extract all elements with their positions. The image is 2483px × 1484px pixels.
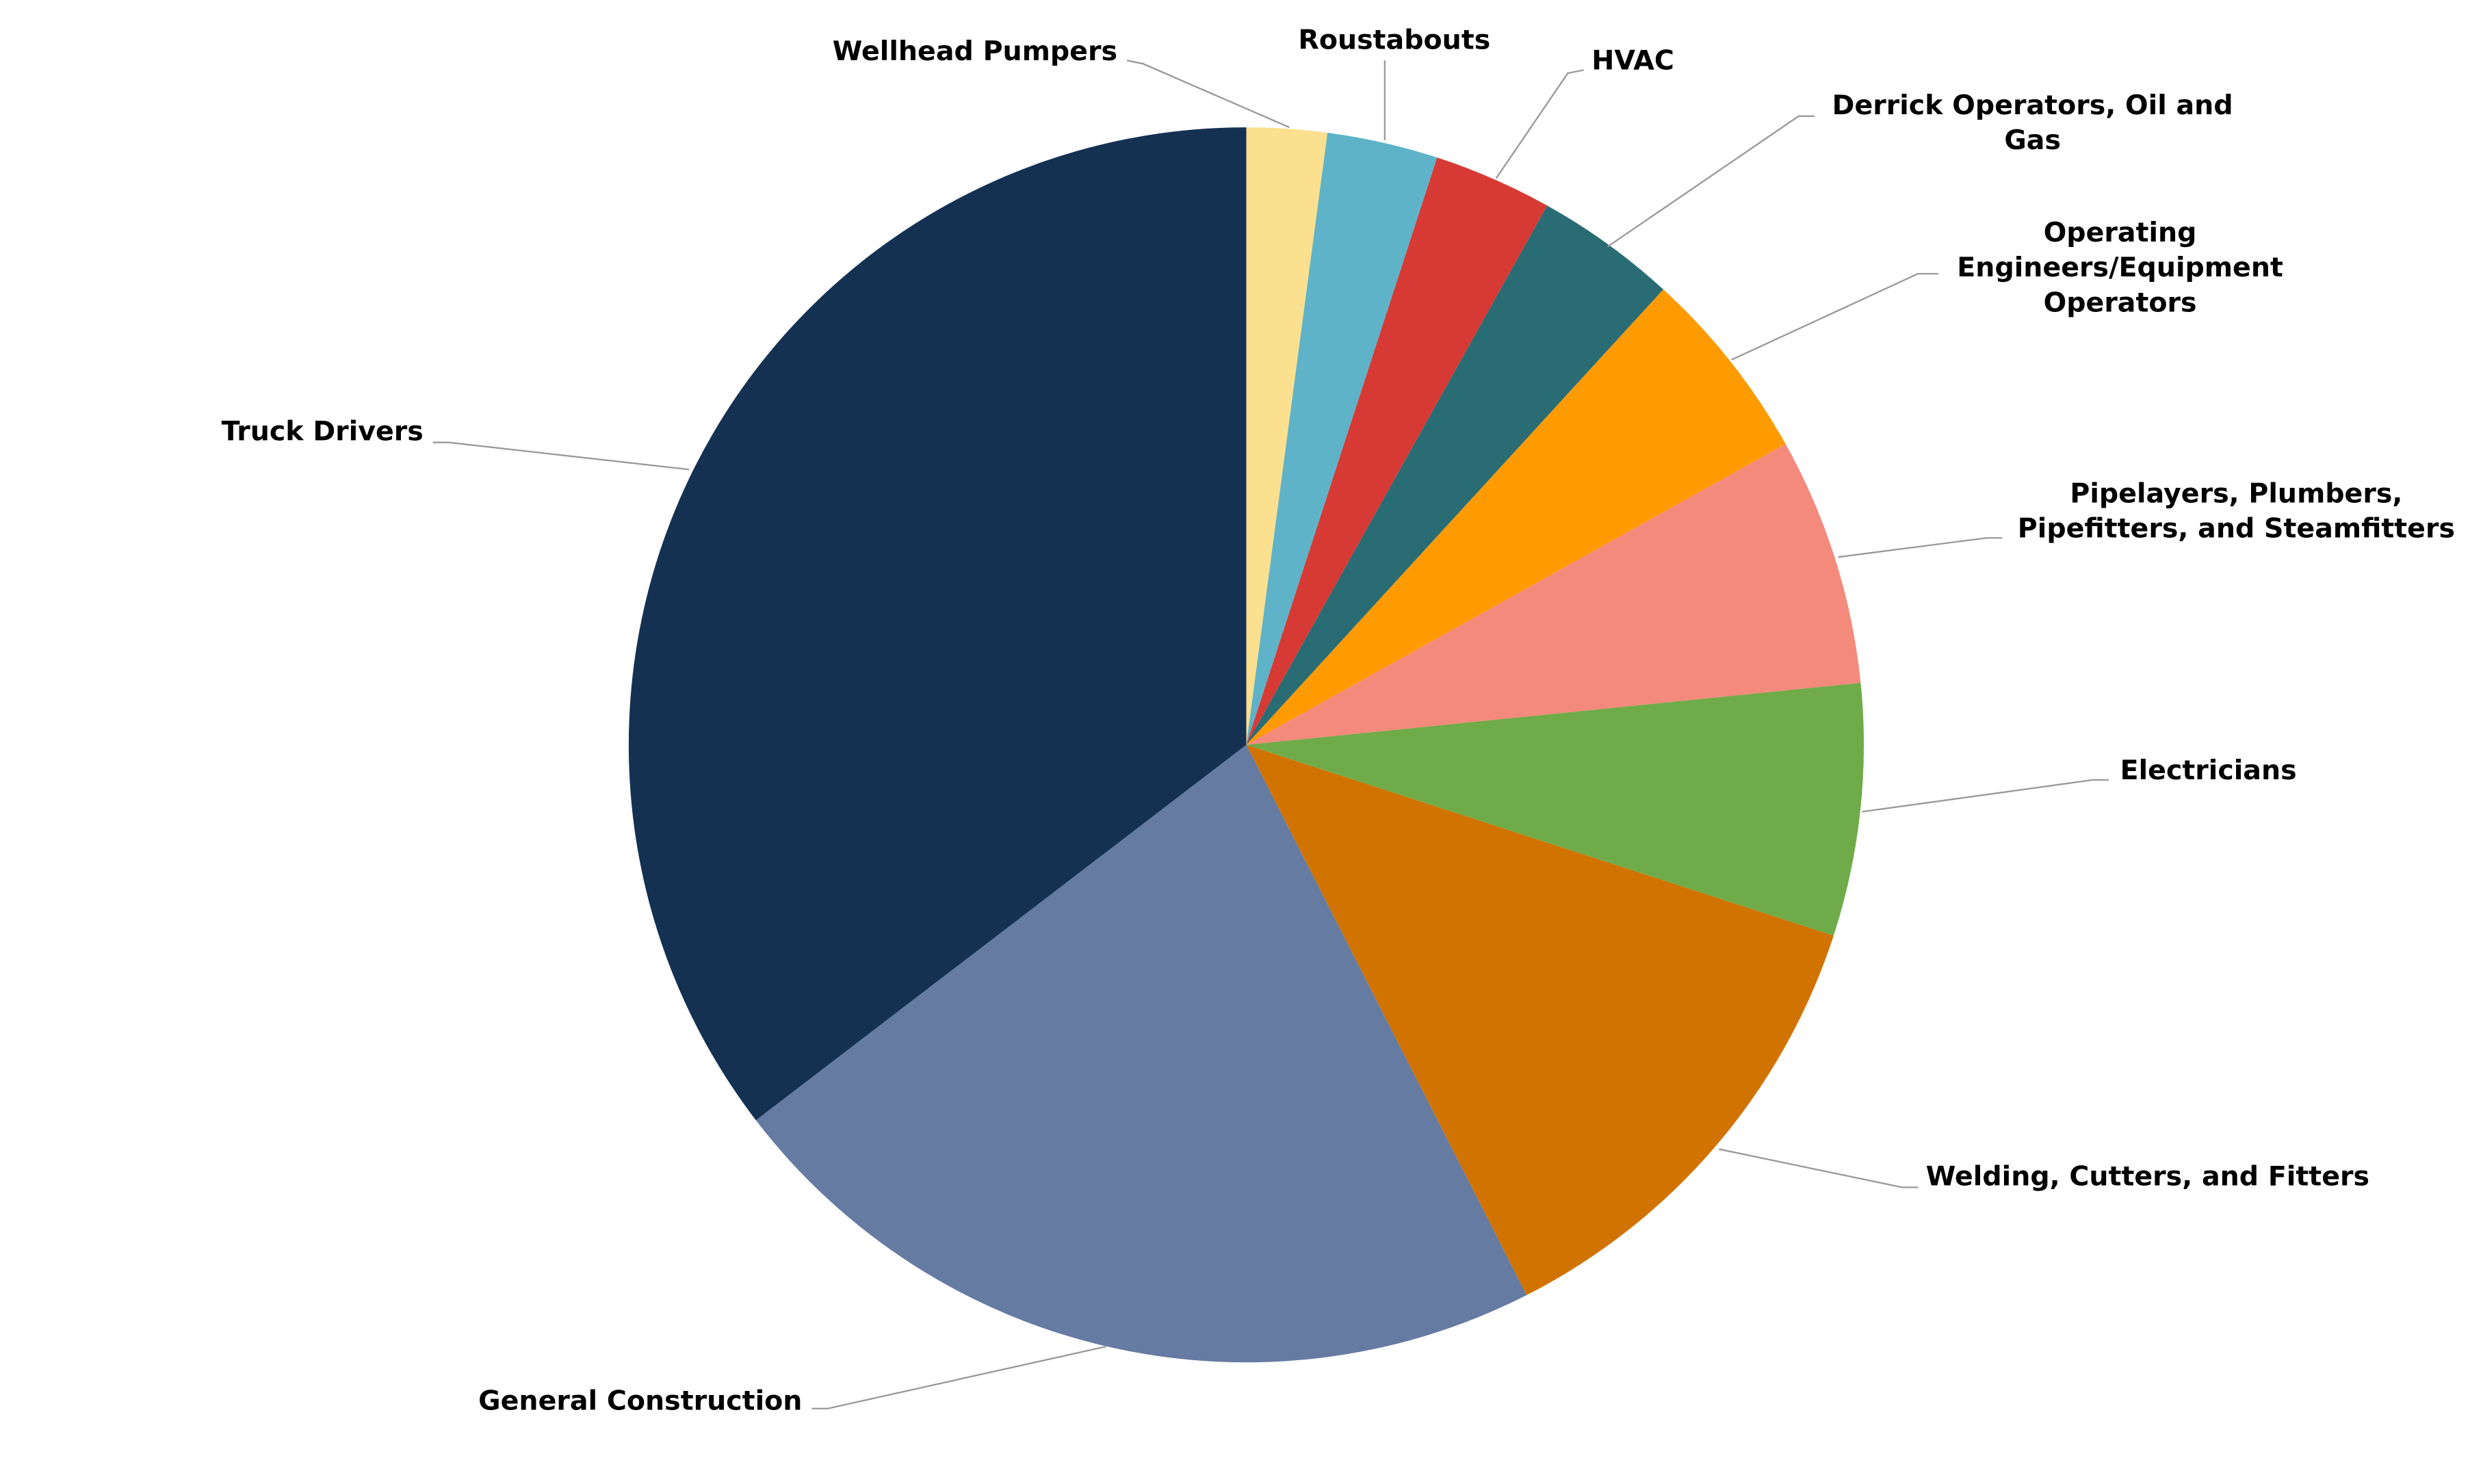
slice-label: Wellhead Pumpers: [833, 35, 1117, 66]
slice-label: HVAC: [1591, 44, 1674, 76]
leader-line: [1731, 272, 1939, 361]
pie-slice: [1246, 744, 1834, 1295]
leader-line: [811, 1345, 1107, 1409]
leader-line: [1719, 1148, 1919, 1188]
label-line: Gas: [2004, 125, 2061, 156]
label-line: Electricians: [2120, 755, 2297, 786]
pie-slice: [1246, 132, 1438, 745]
slice-label: General Construction: [478, 1385, 802, 1416]
pie-slice: [755, 744, 1527, 1363]
label-line: HVAC: [1591, 44, 1674, 76]
slice-label: Derrick Operators, Oil and Gas: [1832, 89, 2233, 155]
leader-line: [1607, 115, 1815, 248]
pie-slice: [1246, 289, 1786, 745]
leader-line: [1862, 779, 2109, 813]
slice-label: Pipelayers, Plumbers, Pipefitters, and St…: [2018, 478, 2455, 544]
pie-slice: [1246, 443, 1861, 745]
label-line: Welding, Cutters, and Fitters: [1926, 1160, 2369, 1192]
leader-line: [1126, 60, 1290, 129]
label-line: Roustabouts: [1298, 24, 1490, 55]
label-line: Pipefitters, and Steamfitters: [2018, 512, 2455, 544]
label-line: Wellhead Pumpers: [833, 35, 1117, 66]
label-line: Derrick Operators, Oil and: [1832, 89, 2233, 120]
slice-label: Welding, Cutters, and Fitters: [1926, 1160, 2369, 1192]
leader-line: [1838, 537, 2003, 558]
label-line: Operators: [2044, 287, 2197, 318]
label-line: General Construction: [478, 1385, 802, 1416]
leader-line: [1495, 69, 1584, 179]
label-line: Pipelayers, Plumbers,: [2070, 478, 2402, 509]
label-line: Engineers/Equipment: [1957, 252, 2283, 283]
label-line: Operating: [2044, 216, 2197, 248]
slice-label: Truck Drivers: [222, 415, 424, 447]
slice-label: Roustabouts: [1298, 24, 1490, 55]
label-line: Truck Drivers: [222, 415, 424, 447]
slice-label: Electricians: [2120, 755, 2297, 786]
pie-slice: [1246, 127, 1328, 745]
slice-label: Operating Engineers/Equipment Operators: [1957, 216, 2283, 317]
leader-line: [432, 441, 690, 471]
pie-slice: [628, 127, 1247, 1121]
pie-slice: [1246, 157, 1548, 745]
pie-slice: [1246, 683, 1864, 936]
pie-slice: [1246, 205, 1664, 745]
